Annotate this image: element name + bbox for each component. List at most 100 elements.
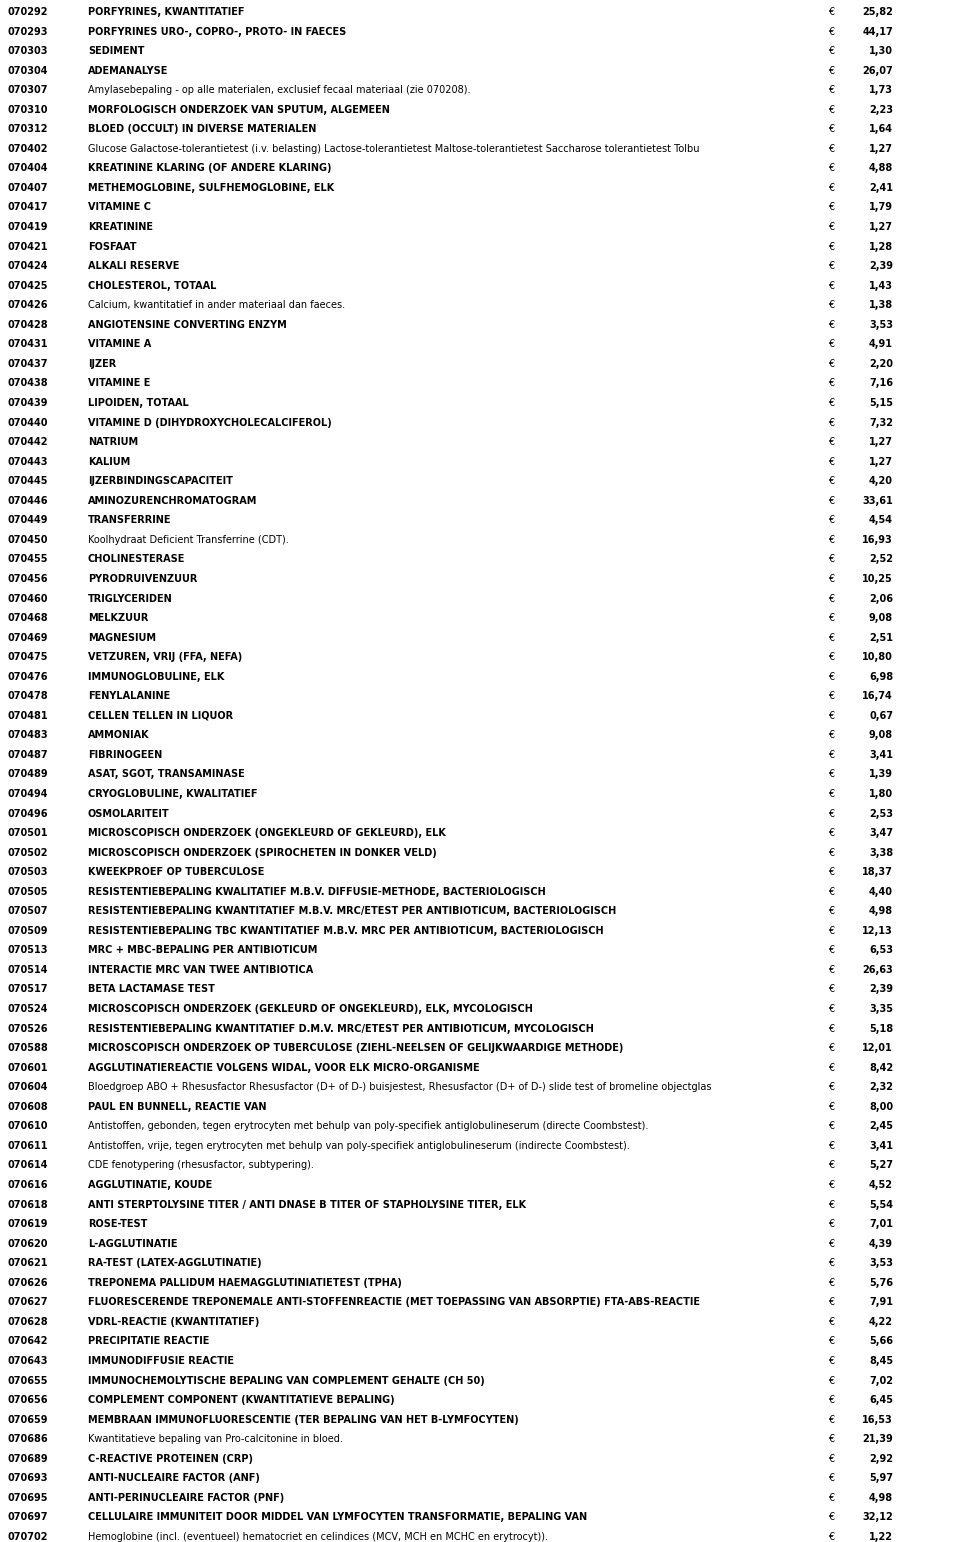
Text: BETA LACTAMASE TEST: BETA LACTAMASE TEST: [88, 984, 215, 995]
Text: MAGNESIUM: MAGNESIUM: [88, 632, 156, 643]
Text: 4,98: 4,98: [869, 1493, 893, 1503]
Text: €: €: [828, 731, 834, 740]
Text: PRECIPITATIE REACTIE: PRECIPITATIE REACTIE: [88, 1337, 209, 1346]
Text: RESISTENTIEBEPALING KWANTITATIEF M.B.V. MRC/ETEST PER ANTIBIOTICUM, BACTERIOLOGI: RESISTENTIEBEPALING KWANTITATIEF M.B.V. …: [88, 907, 616, 916]
Text: 7,16: 7,16: [869, 378, 893, 389]
Text: 1,73: 1,73: [869, 85, 893, 96]
Text: PYRODRUIVENZUUR: PYRODRUIVENZUUR: [88, 574, 198, 584]
Text: 2,52: 2,52: [869, 555, 893, 564]
Text: Amylasebepaling - op alle materialen, exclusief fecaal materiaal (zie 070208).: Amylasebepaling - op alle materialen, ex…: [88, 85, 470, 96]
Text: 1,79: 1,79: [869, 202, 893, 213]
Text: 2,32: 2,32: [869, 1082, 893, 1092]
Text: €: €: [828, 652, 834, 662]
Text: 2,06: 2,06: [869, 594, 893, 603]
Text: 4,98: 4,98: [869, 907, 893, 916]
Text: 3,35: 3,35: [869, 1004, 893, 1015]
Text: IMMUNODIFFUSIE REACTIE: IMMUNODIFFUSIE REACTIE: [88, 1355, 234, 1366]
Text: 2,39: 2,39: [869, 984, 893, 995]
Text: €: €: [828, 925, 834, 936]
Text: 070307: 070307: [7, 85, 47, 96]
Text: 070588: 070588: [7, 1042, 48, 1053]
Text: €: €: [828, 594, 834, 603]
Text: IJZER: IJZER: [88, 359, 116, 369]
Text: 5,18: 5,18: [869, 1024, 893, 1033]
Text: 2,53: 2,53: [869, 808, 893, 819]
Text: 070437: 070437: [7, 359, 47, 369]
Text: 070442: 070442: [7, 436, 47, 447]
Text: €: €: [828, 1062, 834, 1073]
Text: €: €: [828, 555, 834, 564]
Text: 1,38: 1,38: [869, 301, 893, 310]
Text: 070469: 070469: [7, 632, 47, 643]
Text: €: €: [828, 1454, 834, 1463]
Text: €: €: [828, 222, 834, 231]
Text: 070616: 070616: [7, 1180, 47, 1190]
Text: €: €: [828, 8, 834, 17]
Text: €: €: [828, 66, 834, 76]
Text: €: €: [828, 769, 834, 779]
Text: CDE fenotypering (rhesusfactor, subtypering).: CDE fenotypering (rhesusfactor, subtyper…: [88, 1161, 314, 1170]
Text: 7,91: 7,91: [869, 1297, 893, 1308]
Text: €: €: [828, 1396, 834, 1405]
Text: 4,22: 4,22: [869, 1317, 893, 1326]
Text: 070407: 070407: [7, 183, 47, 193]
Text: 070468: 070468: [7, 614, 48, 623]
Text: AMINOZURENCHROMATOGRAM: AMINOZURENCHROMATOGRAM: [88, 495, 257, 506]
Text: FOSFAAT: FOSFAAT: [88, 242, 136, 251]
Text: 6,98: 6,98: [869, 672, 893, 682]
Text: €: €: [828, 281, 834, 291]
Text: 070455: 070455: [7, 555, 47, 564]
Text: KREATININE KLARING (OF ANDERE KLARING): KREATININE KLARING (OF ANDERE KLARING): [88, 163, 331, 173]
Text: Hemoglobine (incl. (eventueel) hematocriet en celindices (MCV, MCH en MCHC en er: Hemoglobine (incl. (eventueel) hematocri…: [88, 1531, 548, 1542]
Text: €: €: [828, 632, 834, 643]
Text: 070509: 070509: [7, 925, 47, 936]
Text: €: €: [828, 691, 834, 702]
Text: 8,45: 8,45: [869, 1355, 893, 1366]
Text: €: €: [828, 339, 834, 350]
Text: 7,02: 7,02: [869, 1375, 893, 1386]
Text: KALIUM: KALIUM: [88, 456, 131, 467]
Text: 5,76: 5,76: [869, 1278, 893, 1288]
Text: €: €: [828, 1473, 834, 1483]
Text: CELLEN TELLEN IN LIQUOR: CELLEN TELLEN IN LIQUOR: [88, 711, 233, 720]
Text: 070517: 070517: [7, 984, 47, 995]
Text: 070478: 070478: [7, 691, 48, 702]
Text: €: €: [828, 1278, 834, 1288]
Text: 070601: 070601: [7, 1062, 47, 1073]
Text: 070476: 070476: [7, 672, 47, 682]
Text: €: €: [828, 436, 834, 447]
Text: 12,13: 12,13: [862, 925, 893, 936]
Text: 070627: 070627: [7, 1297, 47, 1308]
Text: 070421: 070421: [7, 242, 47, 251]
Text: €: €: [828, 476, 834, 486]
Text: 1,30: 1,30: [869, 46, 893, 56]
Text: 26,63: 26,63: [862, 965, 893, 975]
Text: 070494: 070494: [7, 790, 47, 799]
Text: 070642: 070642: [7, 1337, 47, 1346]
Text: VITAMINE A: VITAMINE A: [88, 339, 152, 350]
Text: 070604: 070604: [7, 1082, 47, 1092]
Text: PORFYRINES, KWANTITATIEF: PORFYRINES, KWANTITATIEF: [88, 8, 245, 17]
Text: ALKALI RESERVE: ALKALI RESERVE: [88, 261, 180, 271]
Text: 16,53: 16,53: [862, 1414, 893, 1425]
Text: 070428: 070428: [7, 319, 48, 330]
Text: €: €: [828, 1161, 834, 1170]
Text: LIPOIDEN, TOTAAL: LIPOIDEN, TOTAAL: [88, 398, 189, 409]
Text: SEDIMENT: SEDIMENT: [88, 46, 144, 56]
Text: 1,27: 1,27: [869, 222, 893, 231]
Text: 070702: 070702: [7, 1531, 47, 1542]
Text: 2,45: 2,45: [869, 1121, 893, 1132]
Text: PAUL EN BUNNELL, REACTIE VAN: PAUL EN BUNNELL, REACTIE VAN: [88, 1103, 267, 1112]
Text: €: €: [828, 790, 834, 799]
Text: 070449: 070449: [7, 515, 47, 526]
Text: €: €: [828, 1180, 834, 1190]
Text: 18,37: 18,37: [862, 867, 893, 877]
Text: 070450: 070450: [7, 535, 47, 544]
Text: 070608: 070608: [7, 1103, 48, 1112]
Text: €: €: [828, 46, 834, 56]
Text: €: €: [828, 614, 834, 623]
Text: L-AGGLUTINATIE: L-AGGLUTINATIE: [88, 1238, 178, 1249]
Text: 070695: 070695: [7, 1493, 47, 1503]
Text: 3,53: 3,53: [869, 1258, 893, 1268]
Text: PORFYRINES URO-, COPRO-, PROTO- IN FAECES: PORFYRINES URO-, COPRO-, PROTO- IN FAECE…: [88, 26, 347, 37]
